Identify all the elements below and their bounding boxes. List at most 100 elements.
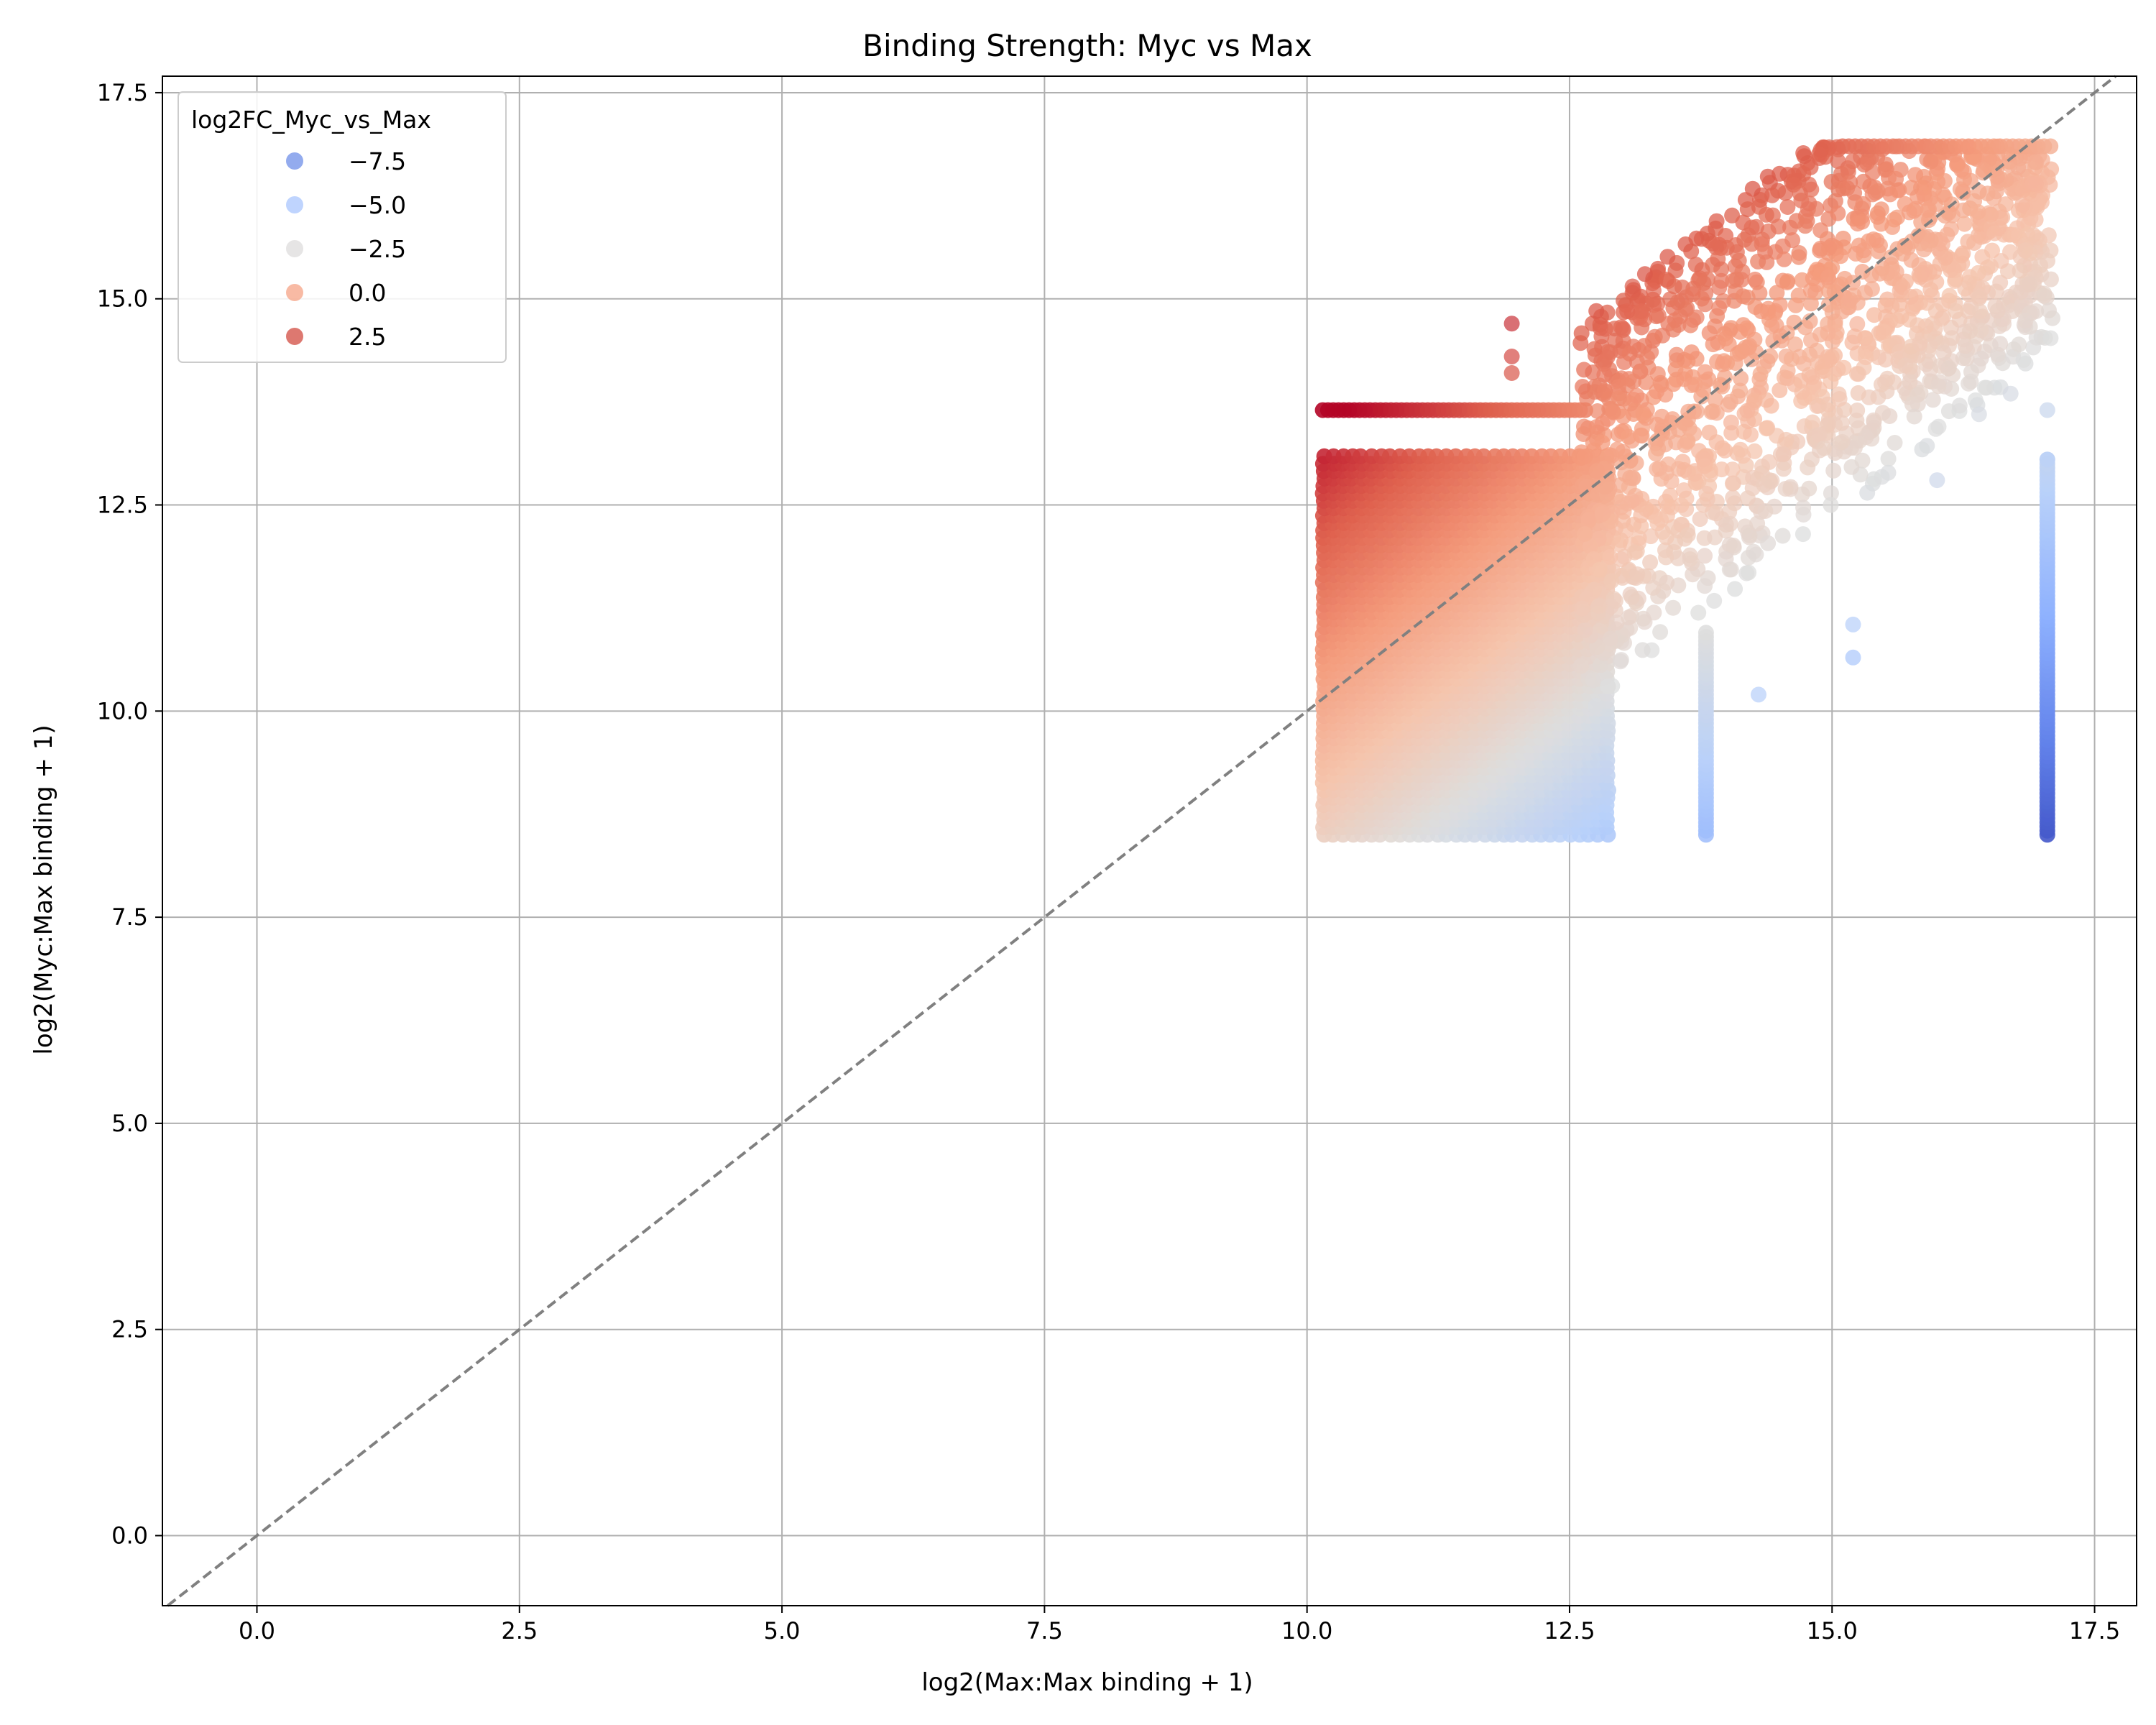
- data-point-3105: [1756, 477, 1772, 493]
- data-point-2923: [1877, 162, 1894, 178]
- data-point-3031: [1573, 325, 1590, 341]
- data-point-2857: [1589, 463, 1606, 479]
- data-point-3316: [1845, 616, 1861, 632]
- y-tick-label-7: 17.5: [97, 79, 148, 106]
- data-point-2861: [1667, 312, 1683, 328]
- data-point-2298: [1708, 213, 1725, 229]
- data-point-1585: [1353, 448, 1369, 464]
- data-point-3030: [1714, 440, 1731, 456]
- data-point-2062: [1621, 428, 1637, 445]
- data-point-3058: [1824, 304, 1841, 321]
- data-point-2935: [1804, 369, 1820, 385]
- data-point-2926: [1770, 218, 1787, 235]
- data-point-3106: [1591, 561, 1608, 578]
- data-point-1907: [1880, 451, 1897, 467]
- data-point-2779: [1654, 327, 1671, 344]
- data-point-2925: [1688, 309, 1705, 326]
- data-point-2598: [1648, 446, 1664, 462]
- data-point-3035: [1821, 239, 1838, 256]
- data-point-3017: [1649, 366, 1666, 382]
- data-point-2967: [1602, 344, 1618, 360]
- data-point-2804: [1902, 374, 1918, 390]
- data-point-2939: [1689, 403, 1705, 420]
- data-point-2653: [2041, 302, 2057, 318]
- data-point-2659: [1774, 528, 1791, 544]
- data-point-3095: [2022, 276, 2038, 293]
- x-tick-label-7: 17.5: [2069, 1617, 2120, 1644]
- data-point-2551: [1924, 287, 1940, 303]
- data-point-2705: [1935, 344, 1952, 361]
- data-point-2913: [1743, 219, 1760, 236]
- data-point-2276: [1930, 418, 1947, 435]
- data-point-2841: [1588, 697, 1604, 714]
- data-point-2562: [1593, 657, 1608, 673]
- data-point-2604: [1881, 408, 1898, 424]
- data-point-3314: [1645, 282, 1662, 299]
- data-point-2932: [1623, 589, 1640, 605]
- data-point-2334: [1799, 213, 1815, 229]
- data-point-2564: [1578, 479, 1595, 495]
- data-point-2740: [1621, 610, 1637, 626]
- data-point-3126: [1820, 269, 1836, 285]
- data-point-2912: [1811, 146, 1827, 162]
- data-point-2127: [1741, 564, 1757, 581]
- data-point-3005: [1869, 208, 1886, 225]
- data-point-3128: [1903, 180, 1920, 196]
- data-point-3218: [1697, 625, 1714, 641]
- data-point-2057: [1886, 435, 1903, 451]
- legend: log2FC_Myc_vs_Max −7.5 −5.0 −2.5 0.0 2.5: [178, 91, 507, 363]
- data-point-2938: [1787, 336, 1803, 353]
- data-point-3013: [1619, 303, 1636, 320]
- data-point-3078: [1757, 503, 1774, 519]
- data-point-3052: [1659, 574, 1675, 591]
- data-points: [1314, 138, 2060, 843]
- data-point-2906: [1830, 181, 1847, 198]
- data-point-2474: [1608, 615, 1625, 630]
- data-point-2675: [1886, 211, 1902, 228]
- data-point-2361: [1725, 489, 1741, 506]
- data-point-3318: [1751, 686, 1766, 703]
- data-point-2742: [1720, 336, 1737, 352]
- data-point-2719: [1880, 464, 1897, 481]
- data-point-2174: [1802, 282, 1819, 299]
- data-point-2985: [1951, 397, 1968, 414]
- data-point-2716: [1976, 162, 1992, 178]
- data-point-3123: [2017, 313, 2034, 329]
- x-axis-label: log2(Max:Max binding + 1): [921, 1668, 1253, 1697]
- data-point-3113: [1626, 544, 1643, 561]
- data-point-2950: [1603, 573, 1620, 589]
- y-tick-label-2: 5.0: [111, 1110, 148, 1137]
- data-point-3029: [1812, 326, 1828, 343]
- data-point-3107: [1889, 312, 1905, 328]
- data-point-3025: [1989, 168, 2005, 185]
- data-point-3311: [1503, 316, 1520, 332]
- data-point-3129: [1784, 232, 1801, 249]
- data-point-3010: [1683, 377, 1700, 393]
- y-tick-label-5: 12.5: [97, 492, 148, 519]
- data-point-2788: [1580, 512, 1597, 528]
- data-point-2376: [1956, 216, 1973, 232]
- data-point-3038: [1698, 485, 1715, 502]
- legend-marker-4: [286, 328, 303, 345]
- data-point-3045: [1879, 370, 1896, 387]
- y-tick-label-0: 0.0: [111, 1522, 148, 1549]
- data-point-2290: [1652, 624, 1669, 640]
- data-point-3024: [1795, 145, 1812, 161]
- data-point-2305: [1723, 393, 1738, 410]
- data-point-3073: [1600, 678, 1616, 695]
- data-point-3027: [1740, 549, 1756, 566]
- data-point-2464: [1711, 300, 1728, 316]
- data-point-2945: [1603, 598, 1619, 615]
- legend-marker-3: [286, 284, 303, 301]
- data-point-2802: [1724, 461, 1741, 478]
- data-point-2676: [1583, 538, 1599, 555]
- data-point-3117: [1776, 446, 1792, 462]
- data-point-2994: [1855, 196, 1871, 212]
- data-point-3115: [1775, 461, 1792, 477]
- data-point-2470: [1687, 257, 1704, 273]
- data-point-2771: [1777, 481, 1794, 497]
- data-point-2554: [1922, 153, 1939, 170]
- data-point-2672: [1741, 527, 1758, 543]
- data-point-2999: [2012, 262, 2028, 279]
- data-point-3021: [1620, 495, 1636, 512]
